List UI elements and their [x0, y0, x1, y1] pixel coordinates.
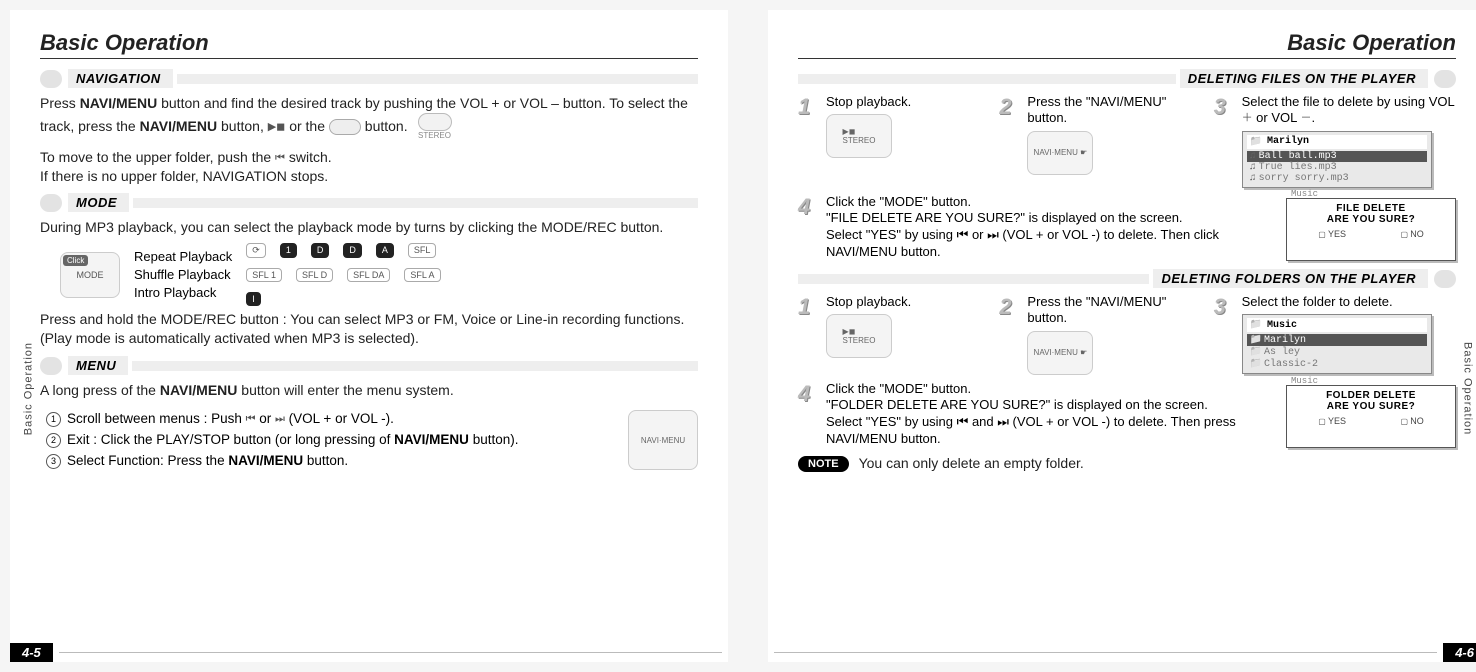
section-navigation: NAVIGATION [40, 69, 698, 88]
section-bullet-icon [1434, 70, 1456, 88]
section-bullet-icon [40, 357, 62, 375]
nav-paragraph-2: To move to the upper folder, push the ⏮ … [40, 148, 698, 186]
section-line [177, 74, 698, 84]
prev-track-icon: ⏮ [246, 412, 256, 427]
folder-list-screen: Music Marilyn As ley Classic-2 [1242, 314, 1432, 374]
section-line [133, 198, 698, 208]
mode-labels: Repeat Playback Shuffle Playback Intro P… [134, 248, 232, 303]
mode-paragraph-2: Press and hold the MODE/REC button : You… [40, 310, 698, 348]
stereo-device-icon: ▶◼STEREO [826, 114, 892, 158]
nav-paragraph-1: Press NAVI/MENU button and find the desi… [40, 94, 698, 142]
section-line [798, 74, 1176, 84]
step-1: 1 Stop playback. ▶◼STEREO [798, 94, 989, 188]
step-3: 3 Select the folder to delete. Music Mar… [1214, 294, 1456, 375]
list-item: 2 Exit : Click the PLAY/STOP button (or … [46, 431, 616, 450]
page-number: 4-5 [10, 643, 53, 662]
menu-paragraph-1: A long press of the NAVI/MENU button wil… [40, 381, 698, 400]
section-line [798, 274, 1149, 284]
stereo-device-icon: ▶◼STEREO [826, 314, 892, 358]
page-number: 4-6 [1443, 643, 1476, 662]
next-track-icon: ⏭ [275, 412, 285, 427]
page-title-left: Basic Operation [40, 30, 698, 56]
prev-track-icon: ⏮ [275, 151, 285, 166]
mode-illustration: MODE Repeat Playback Shuffle Playback In… [60, 243, 698, 306]
note-text: You can only delete an empty folder. [859, 454, 1084, 473]
step-2: 2 Press the "NAVI/MENU" button. NAVI·MEN… [999, 94, 1203, 188]
file-list-screen: Marilyn Ball ball.mp3 True lies.mp3 sorr… [1242, 131, 1432, 188]
section-label: MENU [68, 356, 128, 375]
note-row: NOTE You can only delete an empty folder… [798, 454, 1456, 473]
navi-menu-device-icon: NAVI·MENU [628, 410, 698, 470]
section-label: NAVIGATION [68, 69, 173, 88]
round-button-icon [329, 119, 361, 135]
section-deleting-files: DELETING FILES ON THE PLAYER [798, 69, 1456, 88]
right-page: Basic Operation Basic Operation DELETING… [768, 10, 1476, 662]
mode-icons: ⟳ 1 D D A SFL SFL 1 SFL D SFL DA SFL A I [246, 243, 466, 306]
list-item: 1 Scroll between menus : Push ⏮ or ⏭ (VO… [46, 410, 616, 429]
page-title-right: Basic Operation [798, 30, 1456, 56]
plus-icon: ＋ [1242, 112, 1253, 126]
delete-files-steps-row: 1 Stop playback. ▶◼STEREO 2 Press the "N… [798, 94, 1456, 188]
navi-menu-device-icon: NAVI·MENU ☛ [1027, 131, 1093, 175]
list-item: 3 Select Function: Press the NAVI/MENU b… [46, 452, 616, 471]
side-tab-left: Basic Operation [23, 342, 35, 435]
file-delete-dialog: FILE DELETE ARE YOU SURE? YESNO [1286, 198, 1456, 262]
note-pill: NOTE [798, 456, 849, 472]
stereo-icon: STEREO [418, 113, 452, 142]
section-menu: MENU [40, 356, 698, 375]
section-bullet-icon [40, 194, 62, 212]
step-1: 1 Stop playback. ▶◼STEREO [798, 294, 989, 375]
page-number-bar: 4-6 [768, 642, 1476, 662]
folder-delete-dialog: FOLDER DELETE ARE YOU SURE? YESNO [1286, 385, 1456, 449]
section-label: DELETING FILES ON THE PLAYER [1180, 69, 1428, 88]
section-bullet-icon [40, 70, 62, 88]
minus-icon: － [1301, 112, 1312, 126]
section-deleting-folders: DELETING FOLDERS ON THE PLAYER [798, 269, 1456, 288]
page-number-bar: 4-5 [10, 642, 728, 662]
section-label: MODE [68, 193, 129, 212]
play-pause-icon: ▶◼ [268, 120, 286, 135]
menu-list: 1 Scroll between menus : Push ⏮ or ⏭ (VO… [46, 410, 616, 473]
section-line [132, 361, 698, 371]
section-bullet-icon [1434, 270, 1456, 288]
step-4: 4 Click the "MODE" button. "FILE DELETE … [798, 194, 1456, 262]
delete-folders-steps-row: 1 Stop playback. ▶◼STEREO 2 Press the "N… [798, 294, 1456, 375]
side-tab-right: Basic Operation [1461, 342, 1473, 435]
navi-menu-device-icon: NAVI·MENU ☛ [1027, 331, 1093, 375]
left-page: Basic Operation Basic Operation NAVIGATI… [10, 10, 728, 662]
title-rule [798, 58, 1456, 59]
section-label: DELETING FOLDERS ON THE PLAYER [1153, 269, 1428, 288]
step-3: 3 Select the file to delete by using VOL… [1214, 94, 1456, 188]
section-mode: MODE [40, 193, 698, 212]
title-rule [40, 58, 698, 59]
mode-click-icon: MODE [60, 252, 120, 298]
mode-paragraph-1: During MP3 playback, you can select the … [40, 218, 698, 237]
step-2: 2 Press the "NAVI/MENU" button. NAVI·MEN… [999, 294, 1203, 375]
step-4: 4 Click the "MODE" button. "FOLDER DELET… [798, 381, 1456, 449]
